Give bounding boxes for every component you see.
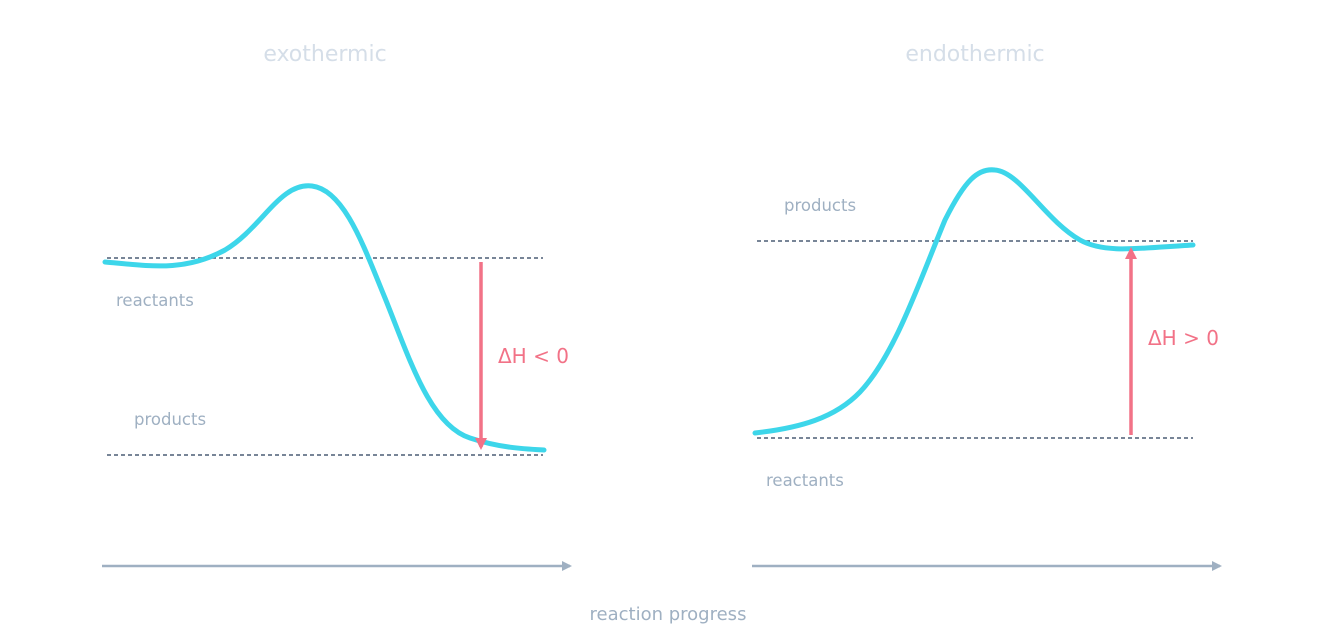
- exothermic-diagram: exothermic reactants products ΔH < 0: [102, 42, 572, 571]
- reactants-label: reactants: [116, 291, 194, 310]
- endothermic-diagram: endothermic products reactants ΔH > 0: [752, 42, 1222, 571]
- energy-curve: [102, 183, 547, 453]
- endothermic-title: endothermic: [905, 42, 1044, 67]
- delta-h-label: ΔH < 0: [498, 344, 569, 368]
- products-label: products: [784, 196, 856, 215]
- products-label: products: [134, 410, 206, 429]
- x-axis-label: reaction progress: [590, 604, 747, 625]
- delta-h-label: ΔH > 0: [1148, 326, 1219, 350]
- reactants-label: reactants: [766, 471, 844, 490]
- exothermic-title: exothermic: [263, 42, 386, 67]
- energy-curve: [752, 167, 1196, 436]
